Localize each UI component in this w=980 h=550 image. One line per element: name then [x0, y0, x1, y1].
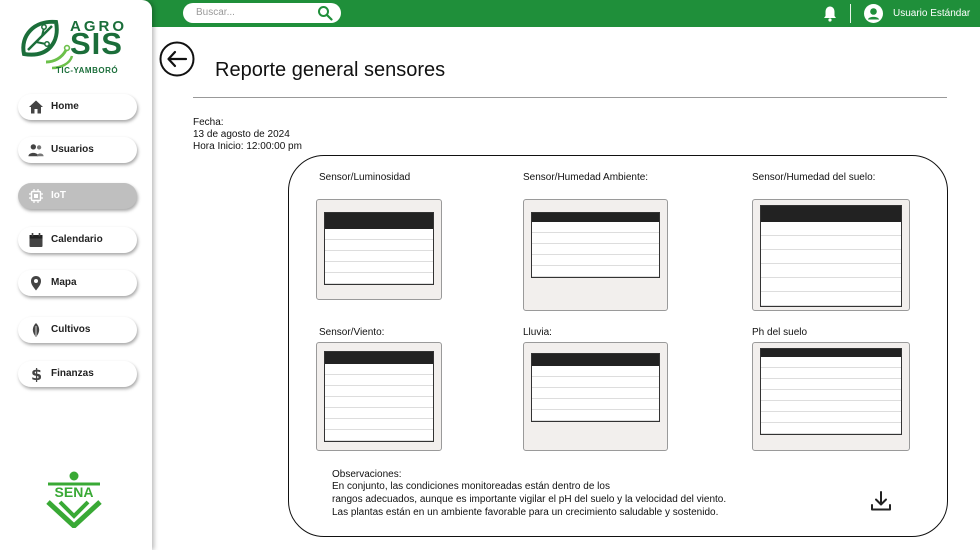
leaf-icon: [32, 323, 40, 337]
mini-table: [324, 212, 434, 285]
calendar-icon: [29, 233, 43, 247]
sidebar-item-label: Calendario: [51, 234, 103, 245]
sidebar-item-finanzas[interactable]: $ Finanzas: [18, 361, 137, 387]
search-box[interactable]: Buscar...: [183, 3, 341, 23]
sidebar-item-label: Mapa: [51, 277, 77, 288]
dollar-icon: $: [31, 366, 42, 382]
topbar-divider: [850, 4, 851, 23]
sidebar-item-label: Cultivos: [51, 324, 91, 335]
users-icon: [28, 144, 44, 157]
title-divider: [193, 97, 947, 98]
page-title: Reporte general sensores: [215, 59, 446, 81]
search-input[interactable]: Buscar...: [196, 7, 235, 18]
logo-agro-text: AGRO: [70, 18, 127, 35]
sidebar-item-usuarios[interactable]: Usuarios: [18, 137, 137, 163]
observations-line: Las plantas están en un ambiente favorab…: [332, 507, 719, 518]
sena-logo-text: SENA: [55, 484, 94, 500]
sidebar-item-iot[interactable]: IoT: [18, 183, 137, 209]
observations-label: Observaciones:: [332, 469, 402, 480]
sidebar-item-label: Usuarios: [51, 144, 94, 155]
circuit-leaf-icon: [21, 19, 74, 70]
download-icon[interactable]: [870, 490, 892, 512]
sidebar-item-cultivos[interactable]: Cultivos: [18, 317, 137, 343]
back-arrow-icon[interactable]: [159, 41, 195, 77]
sensor-report-thumbnail[interactable]: [523, 199, 668, 311]
sensor-title-humedad-ambiente: Sensor/Humedad Ambiente:: [523, 172, 649, 183]
sidebar-item-label: Finanzas: [51, 368, 94, 379]
mini-table: [760, 348, 902, 435]
sensor-report-thumbnail[interactable]: [523, 342, 668, 451]
sensor-report-thumbnail[interactable]: [316, 342, 442, 451]
mini-table: [531, 212, 660, 278]
observations-line: En conjunto, las condiciones monitoreada…: [332, 481, 610, 492]
map-pin-icon: [31, 276, 41, 291]
sensor-title-viento: Sensor/Viento:: [319, 327, 385, 338]
agrosis-logo: AGRO SIS TIC-YAMBORÓ: [16, 14, 128, 76]
sidebar-item-calendario[interactable]: Calendario: [18, 227, 137, 253]
sidebar: AGRO SIS TIC-YAMBORÓ Home Usuarios IoT: [0, 0, 152, 550]
chip-icon: [29, 189, 43, 203]
sidebar-item-label: Home: [51, 101, 79, 112]
sena-logo: SENA: [46, 471, 102, 528]
sensor-title-humedad-suelo: Sensor/Humedad del suelo:: [752, 172, 876, 183]
sensor-report-thumbnail[interactable]: [316, 199, 442, 300]
logo-sis-text: SIS: [70, 26, 123, 61]
sensor-title-lluvia: Lluvia:: [523, 327, 552, 338]
fecha-label: Fecha:: [193, 117, 224, 128]
logo-subtitle: TIC-YAMBORÓ: [56, 66, 119, 75]
sidebar-item-label: IoT: [51, 190, 66, 201]
observations-line: rangos adecuados, aunque es importante v…: [332, 494, 727, 505]
username-label[interactable]: Usuario Estándar: [893, 8, 971, 19]
bell-icon[interactable]: [822, 5, 838, 22]
top-bar: Buscar... Usuario Estándar: [0, 0, 980, 27]
sensor-title-luminosidad: Sensor/Luminosidad: [319, 172, 411, 183]
sidebar-item-home[interactable]: Home: [18, 94, 137, 120]
sensor-report-thumbnail[interactable]: [752, 199, 910, 311]
sensor-report-thumbnail[interactable]: [752, 342, 910, 451]
hora-inicio: Hora Inicio: 12:00:00 pm: [193, 141, 302, 152]
svg-text:$: $: [31, 366, 42, 382]
sensor-title-ph-suelo: Ph del suelo: [752, 327, 808, 338]
mini-table: [531, 353, 660, 422]
user-avatar-icon[interactable]: [864, 4, 883, 23]
home-icon: [29, 100, 43, 114]
sidebar-item-mapa[interactable]: Mapa: [18, 270, 137, 296]
mini-table: [324, 351, 434, 442]
mini-table: [760, 205, 902, 307]
search-icon[interactable]: [317, 5, 333, 21]
fecha-value: 13 de agosto de 2024: [193, 129, 290, 140]
